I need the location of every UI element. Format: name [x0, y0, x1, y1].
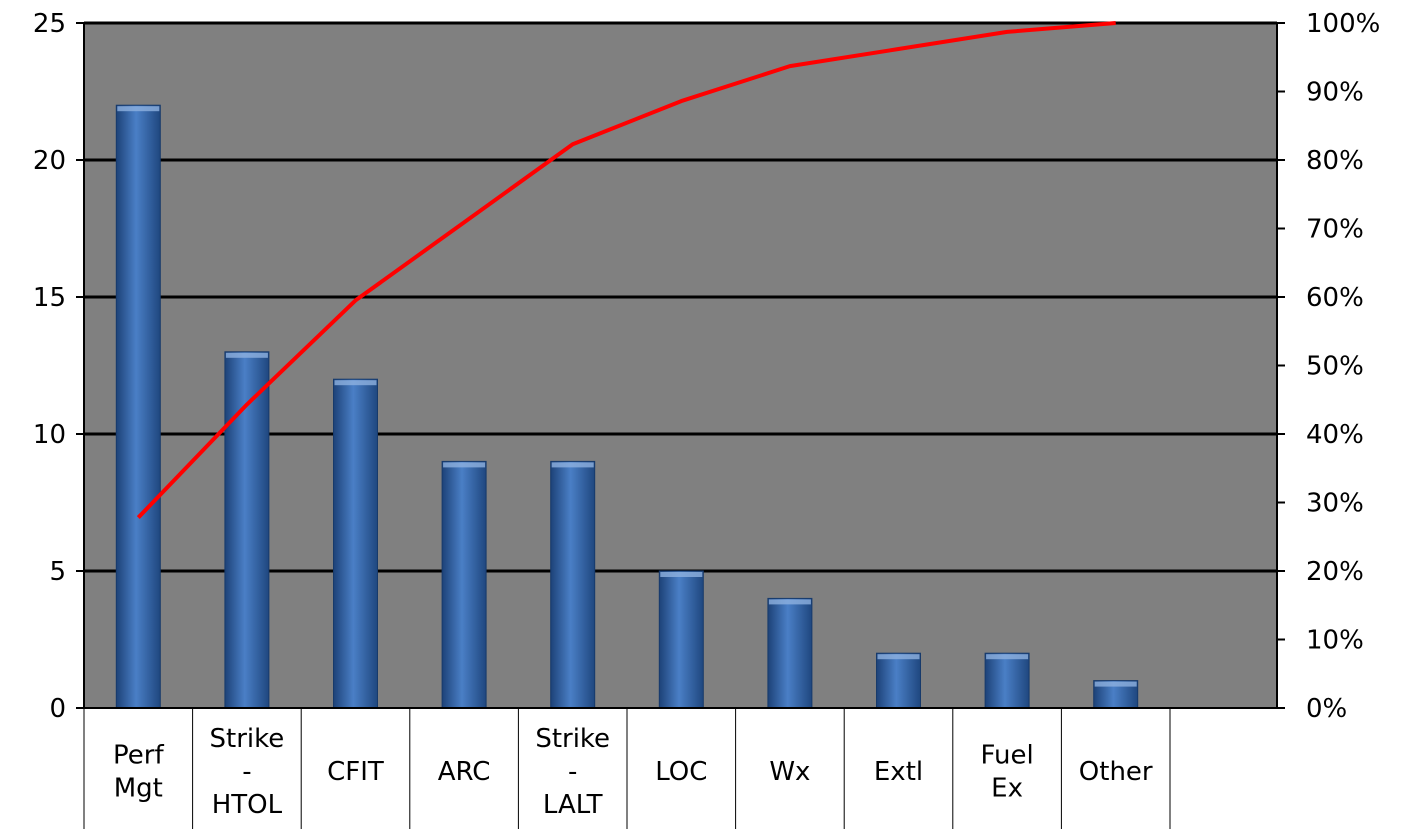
- category-label: Extl: [874, 757, 923, 787]
- bar-cap: [660, 572, 703, 577]
- category-label: -: [568, 757, 577, 787]
- left-tick-label: 20: [33, 146, 66, 176]
- bar-cap: [334, 380, 377, 386]
- bar-series: [115, 104, 1139, 709]
- left-tick-label: 0: [49, 694, 66, 724]
- bar: [876, 652, 921, 709]
- bar: [550, 460, 596, 709]
- category-label: Fuel: [980, 741, 1033, 771]
- cumulative-line: [136, 21, 1116, 519]
- bar-cap: [117, 106, 160, 112]
- category-label: CFIT: [327, 757, 384, 787]
- right-tick-label: 50%: [1306, 352, 1364, 382]
- right-axis: 0% 10% 20% 30% 40% 50% 60% 70% 80% 90% 100%: [1276, 9, 1380, 724]
- category-label: HTOL: [212, 790, 283, 820]
- bar-cap: [225, 352, 268, 358]
- bar-cap: [443, 462, 486, 468]
- bar: [333, 378, 378, 709]
- category-label: LOC: [655, 757, 707, 787]
- right-tick-label: 90%: [1306, 78, 1364, 108]
- bar: [441, 460, 487, 709]
- category-label: Strike: [535, 724, 610, 754]
- right-tick-label: 0%: [1306, 694, 1347, 724]
- right-tick-label: 70%: [1306, 215, 1364, 245]
- left-tick-label: 10: [33, 420, 66, 450]
- bar-cap: [986, 654, 1029, 660]
- category-label: -: [242, 757, 251, 787]
- category-label: Mgt: [114, 774, 163, 804]
- left-tick-label: 15: [33, 283, 66, 313]
- left-tick-label: 5: [49, 557, 66, 587]
- category-label: Ex: [991, 774, 1023, 804]
- category-label: Other: [1079, 757, 1153, 787]
- left-axis: 0 5 10 15 20 25: [33, 9, 85, 724]
- cumulative-line-series: [136, 21, 1116, 519]
- bar: [767, 597, 813, 709]
- right-tick-label: 60%: [1306, 283, 1364, 313]
- right-tick-label: 100%: [1306, 9, 1380, 39]
- category-label: ARC: [438, 757, 491, 787]
- category-label: Perf: [113, 741, 164, 771]
- bar: [115, 104, 161, 709]
- bar-cap: [768, 599, 811, 605]
- bar: [658, 570, 704, 709]
- bar-cap: [1094, 681, 1137, 687]
- bar-cap: [551, 462, 594, 468]
- bar: [224, 351, 270, 709]
- left-tick-label: 25: [33, 9, 66, 39]
- bar: [984, 652, 1030, 709]
- category-label: Wx: [769, 757, 810, 787]
- category-label: Strike: [210, 724, 285, 754]
- gridlines: [84, 21, 1277, 573]
- right-tick-label: 20%: [1306, 557, 1364, 587]
- right-tick-label: 10%: [1306, 626, 1364, 656]
- bar-cap: [877, 654, 920, 660]
- category-label: LALT: [543, 790, 603, 820]
- right-tick-label: 30%: [1306, 489, 1364, 519]
- right-tick-label: 40%: [1306, 420, 1364, 450]
- right-tick-label: 80%: [1306, 146, 1364, 176]
